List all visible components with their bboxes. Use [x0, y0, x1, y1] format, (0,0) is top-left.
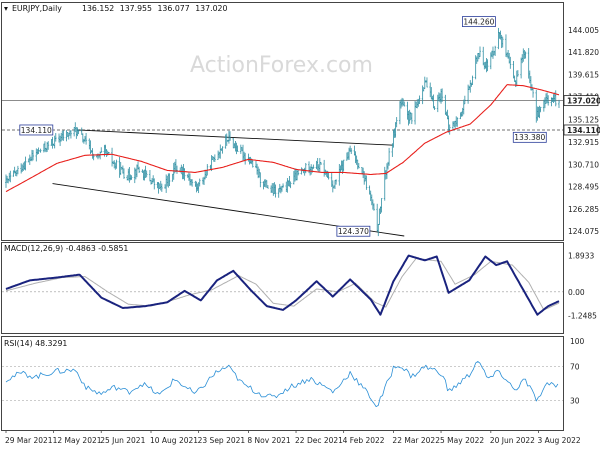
x-tick-label: 22 Dec 2021: [295, 436, 343, 445]
price-ytick-label: 126.285: [568, 205, 599, 214]
x-tick-label: 12 May 2021: [53, 436, 102, 445]
x-tick-label: 25 Jun 2021: [100, 436, 145, 445]
price-panel-frame: [1, 2, 564, 241]
ohlc-readout: 136.152 137.955 136.077 137.020: [82, 4, 227, 13]
rsi-title: RSI(14) 48.3291: [4, 339, 67, 348]
macd-ytick-label: 0.00: [568, 288, 585, 297]
annotation-label-0: 134.110: [21, 126, 52, 135]
macd-ytick-label: 1.8933: [568, 252, 594, 261]
chart-title: EURJPY,Daily: [12, 4, 62, 13]
ohlc-close: 137.020: [195, 4, 227, 13]
annotation-label-1: 144.260: [463, 17, 494, 26]
annotation-label-3: 124.370: [338, 227, 369, 236]
watermark-text: ActionForex.com: [190, 53, 373, 78]
y-axis-labels: 144.005141.820139.615137.410135.125132.9…: [563, 26, 600, 406]
x-tick-label: 10 Aug 2021: [150, 436, 198, 445]
price-ytick-label: 135.125: [568, 116, 599, 125]
macd-main-line: [5, 254, 560, 316]
x-tick-label: 20 Jun 2022: [490, 436, 535, 445]
annotation-box-0: [19, 124, 54, 136]
annotation-box-2: [512, 131, 547, 143]
price-tag-label-0: 137.020: [567, 97, 600, 106]
x-tick-label: 5 May 2022: [440, 436, 484, 445]
macd-panel-frame: [1, 242, 564, 334]
price-ytick-label: 128.495: [568, 183, 599, 192]
price-ytick-label: 132.915: [568, 138, 599, 147]
x-tick-label: 23 Sep 2021: [198, 436, 246, 445]
annotation-box-1: [462, 16, 496, 27]
price-ytick-label: 130.710: [568, 160, 599, 169]
x-tick-label: 29 Mar 2021: [5, 436, 53, 445]
annotation-label-2: 133.380: [514, 133, 545, 142]
ohlc-open: 136.152: [82, 4, 114, 13]
x-tick-label: 4 Feb 2022: [343, 436, 385, 445]
macd-title: MACD(12,26,9) -0.4863 -0.5851: [4, 244, 128, 253]
annotation-box-3: [336, 225, 371, 237]
price-tag-box-1: [563, 124, 599, 136]
ohlc-high: 137.955: [120, 4, 152, 13]
price-ytick-label: 144.005: [568, 26, 599, 35]
x-tick-label: 22 Mar 2022: [392, 436, 440, 445]
price-ytick-label: 124.075: [568, 227, 599, 236]
macd-signal-line: [5, 257, 560, 311]
price-annotations: 134.110 144.260 133.380 124.370: [19, 16, 547, 237]
price-tag-label-1: 134.110: [567, 126, 600, 135]
macd-ytick-label: -1.2485: [568, 312, 597, 321]
sma-line: [5, 84, 560, 193]
collapse-arrow-icon: ▾: [4, 4, 8, 13]
rsi-line: [5, 361, 559, 408]
watermark-layer: ActionForex.com: [190, 53, 373, 78]
rsi-panel-frame: [1, 336, 564, 431]
rsi-line-path: [5, 361, 559, 408]
macd-lines: [5, 254, 560, 316]
moving-average-line: [5, 84, 560, 193]
rsi-ytick-label: 100: [570, 337, 585, 346]
x-tick-label: 3 Aug 2022: [537, 436, 580, 445]
trendline-0: [77, 129, 394, 146]
price-ytick-label: 141.820: [568, 48, 599, 57]
ohlc-low: 136.077: [157, 4, 189, 13]
rsi-ytick-label: 70: [570, 363, 580, 372]
price-tag-box-0: [563, 95, 599, 107]
price-ytick-label: 139.615: [568, 70, 599, 79]
x-tick-label: 8 Nov 2021: [247, 436, 290, 445]
rsi-ytick-label: 30: [570, 397, 580, 406]
